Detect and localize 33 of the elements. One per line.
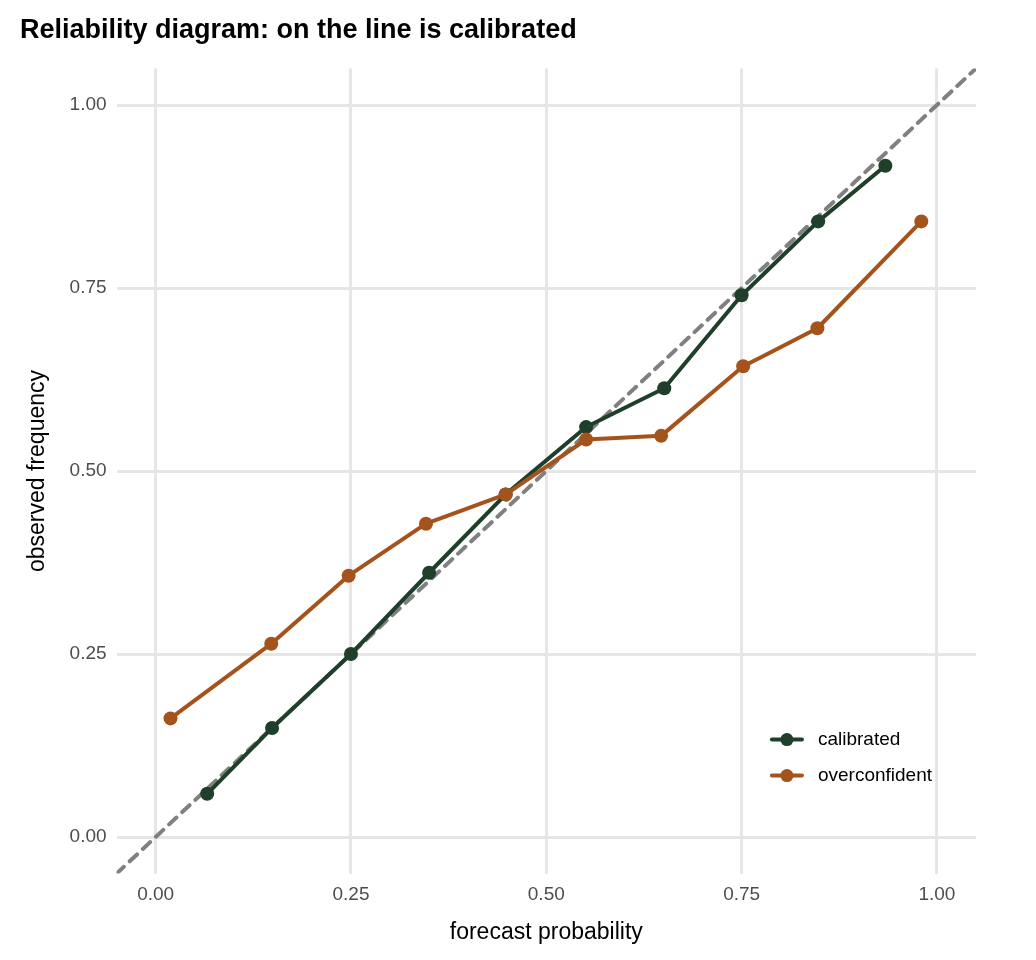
- point: [264, 636, 279, 651]
- point: [878, 158, 893, 173]
- point: [343, 647, 358, 661]
- point: [657, 381, 672, 396]
- legend-label: calibrated: [817, 727, 901, 749]
- y-tick-label: 1.00: [69, 93, 107, 115]
- point: [418, 516, 433, 531]
- point: [734, 288, 749, 303]
- point: [200, 786, 215, 801]
- x-tick-label: 0.25: [332, 883, 370, 905]
- x-axis-title: forecast probability: [449, 917, 644, 944]
- point: [654, 428, 669, 443]
- point: [579, 420, 594, 435]
- y-tick-label: 0.75: [69, 276, 107, 298]
- x-tick-label: 1.00: [918, 883, 956, 905]
- y-tick-label: 0.00: [69, 825, 107, 847]
- legend-label: overconfident: [817, 763, 933, 785]
- x-tick-label: 0.00: [137, 883, 175, 905]
- point: [579, 432, 594, 447]
- point: [811, 214, 826, 229]
- chart-title: Reliability diagram: on the line is calibrated: [20, 13, 577, 44]
- y-tick-label: 0.25: [69, 642, 107, 664]
- point: [422, 565, 437, 580]
- x-tick-label: 0.75: [723, 883, 761, 905]
- point: [810, 321, 825, 336]
- point: [736, 359, 751, 374]
- point: [163, 711, 178, 726]
- y-axis-title: observed frequency: [23, 369, 50, 573]
- y-tick-label: 0.50: [69, 459, 107, 481]
- point: [265, 720, 280, 735]
- point: [341, 568, 356, 583]
- point: [914, 214, 929, 229]
- x-tick-label: 0.50: [527, 883, 565, 905]
